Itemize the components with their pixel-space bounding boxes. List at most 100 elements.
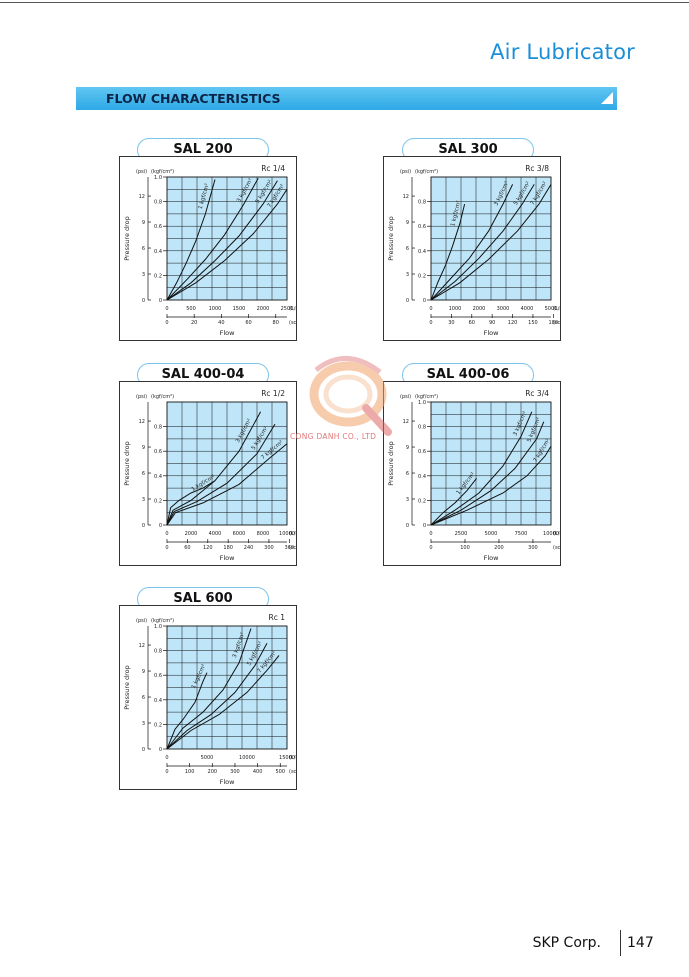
- x-tick-label-scfm: 300: [528, 545, 538, 551]
- x-tick-label-scfm: 300: [264, 545, 274, 551]
- y-tick-label-kgf: 0.8: [418, 200, 426, 206]
- x-tick-label-lmin: 3000: [497, 306, 510, 312]
- x-tick-label-lmin: 7500: [515, 531, 528, 537]
- y-tick-label-kgf: 0.2: [418, 273, 426, 279]
- x-tick-label-scfm: 200: [494, 545, 504, 551]
- port-label: Rc 1/4: [261, 164, 285, 173]
- x-tick-label-scfm: 0: [429, 320, 432, 326]
- y-tick-label-psi: 3: [142, 497, 145, 503]
- x-tick-label-scfm: 500: [275, 769, 285, 775]
- x-tick-label-lmin: 0: [165, 306, 168, 312]
- y-tick-label-psi: 0: [142, 747, 145, 753]
- series-line-5-kgf-cm: [166, 642, 268, 750]
- x-tick-label-scfm: 150: [528, 320, 538, 326]
- y-axis-label: Pressure drop: [387, 216, 395, 261]
- x-unit-lmin: (L/min): [289, 755, 296, 761]
- y-tick-label-psi: 6: [406, 246, 409, 252]
- y-tick-label-psi: 6: [142, 471, 145, 477]
- y-tick-label-psi: 12: [139, 643, 145, 649]
- y-tick-label-kgf: 0.6: [154, 449, 162, 455]
- x-tick-label-lmin: 0: [429, 306, 432, 312]
- y-tick-label-kgf: 0.4: [154, 249, 162, 255]
- series-line-7-kgf-cm: [430, 184, 552, 301]
- series-line-1-kgf-cm: [430, 203, 466, 301]
- x-tick-label-scfm: 400: [253, 769, 263, 775]
- chart-sal200: 0 0.2 0.4 0.6 0.8 1.0 0 3 6 9 12 (psi) (kgf/cm²) Rc 1…: [123, 164, 307, 337]
- y-tick-label-psi: 6: [406, 471, 409, 477]
- x-axis-label: Flow: [220, 778, 236, 786]
- x-tick-label-lmin: 8000: [257, 531, 270, 537]
- y-unit-psi: (psi): [136, 394, 147, 400]
- y-tick-label-psi: 0: [142, 298, 145, 304]
- y-tick-label-psi: 9: [142, 669, 145, 675]
- chart-sal300: 0 0.2 0.4 0.6 0.8 0 3 6 9 12 (psi) (kgf/cm²) Rc 3/8 P…: [387, 164, 571, 337]
- port-label: Rc 1/2: [261, 389, 285, 398]
- series-line-5-kgf-cm: [166, 180, 278, 301]
- y-tick-label-kgf: 0.8: [154, 649, 162, 655]
- x-unit-scfm: (scfm): [289, 320, 296, 326]
- x-tick-label-scfm: 20: [191, 320, 197, 326]
- x-tick-label-lmin: 5000: [485, 531, 498, 537]
- y-tick-label-kgf: 0.4: [154, 698, 162, 704]
- y-tick-label-kgf: 0.6: [418, 224, 426, 230]
- y-tick-label-kgf: 0.2: [418, 498, 426, 504]
- y-tick-label-kgf: 0.8: [418, 425, 426, 431]
- y-unit-psi: (psi): [400, 394, 411, 400]
- x-tick-label-scfm: 200: [208, 769, 218, 775]
- y-unit-kgf: (kgf/cm²): [151, 618, 174, 624]
- y-tick-label-psi: 12: [403, 419, 409, 425]
- chart-panel-sal600: 0 0.2 0.4 0.6 0.8 1.0 0 3 6 9 12 (psi) (kgf/cm²) Rc 1…: [119, 605, 307, 790]
- y-tick-label-kgf: 1.0: [418, 400, 426, 406]
- x-tick-label-lmin: 4000: [209, 531, 222, 537]
- y-tick-label-kgf: 0.8: [154, 425, 162, 431]
- x-axis-label: Flow: [484, 329, 500, 337]
- x-tick-label-lmin: 2000: [473, 306, 486, 312]
- y-tick-label-psi: 0: [406, 298, 409, 304]
- y-axis-label: Pressure drop: [123, 441, 131, 486]
- x-unit-scfm: (scfm): [553, 320, 560, 326]
- x-tick-label-scfm: 0: [165, 545, 168, 551]
- y-unit-psi: (psi): [136, 618, 147, 624]
- x-tick-label-scfm: 360: [285, 545, 295, 551]
- x-tick-label-lmin: 10000: [279, 531, 295, 537]
- series-line-5-kgf-cm: [430, 184, 535, 301]
- y-tick-label-psi: 0: [406, 523, 409, 529]
- y-tick-label-psi: 6: [142, 695, 145, 701]
- y-tick-label-kgf: 1.0: [154, 175, 162, 181]
- x-tick-label-scfm: 240: [244, 545, 254, 551]
- x-tick-label-scfm: 100: [185, 769, 195, 775]
- x-unit-lmin: (L/min): [289, 306, 296, 312]
- y-unit-kgf: (kgf/cm²): [415, 394, 438, 400]
- series-line-7-kgf-cm: [166, 443, 288, 526]
- y-tick-label-kgf: 0.6: [418, 449, 426, 455]
- y-tick-label-psi: 12: [403, 194, 409, 200]
- x-tick-label-lmin: 0: [165, 755, 168, 761]
- y-tick-label-psi: 12: [139, 419, 145, 425]
- y-tick-label-kgf: 0.8: [154, 200, 162, 206]
- series-line-7-kgf-cm: [166, 655, 280, 750]
- x-tick-label-lmin: 5000: [545, 306, 558, 312]
- port-label: Rc 3/8: [525, 164, 549, 173]
- chart-panel-sal300: 0 0.2 0.4 0.6 0.8 0 3 6 9 12 (psi) (kgf/cm²) Rc 3/8 P…: [383, 156, 571, 341]
- y-tick-label-kgf: 0: [159, 747, 162, 753]
- section-header: FLOW CHARACTERISTICS: [76, 87, 617, 110]
- x-axis-label: Flow: [220, 554, 236, 562]
- y-tick-label-kgf: 1.0: [154, 624, 162, 630]
- y-tick-label-kgf: 0: [159, 523, 162, 529]
- x-tick-label-scfm: 0: [429, 545, 432, 551]
- footer-company: SKP Corp.: [532, 935, 601, 951]
- y-tick-label-psi: 3: [142, 721, 145, 727]
- corner-triangle-icon: [601, 92, 613, 104]
- x-tick-label-scfm: 300: [230, 769, 240, 775]
- x-tick-label-scfm: 90: [489, 320, 495, 326]
- x-unit-scfm: (scfm): [289, 545, 296, 551]
- series-line-3-kgf-cm: [166, 177, 259, 301]
- x-tick-label-scfm: 80: [273, 320, 279, 326]
- chart-sal400-04: 0 0.2 0.4 0.6 0.8 0 3 6 9 12 (psi) (kgf/cm²) Rc 1/2 P…: [123, 389, 307, 562]
- x-tick-label-scfm: 0: [165, 769, 168, 775]
- y-axis-label: Pressure drop: [123, 665, 131, 710]
- x-tick-label-lmin: 0: [429, 531, 432, 537]
- y-tick-label-psi: 9: [406, 445, 409, 451]
- y-tick-label-kgf: 0.6: [154, 224, 162, 230]
- series-line-7-kgf-cm: [430, 446, 552, 526]
